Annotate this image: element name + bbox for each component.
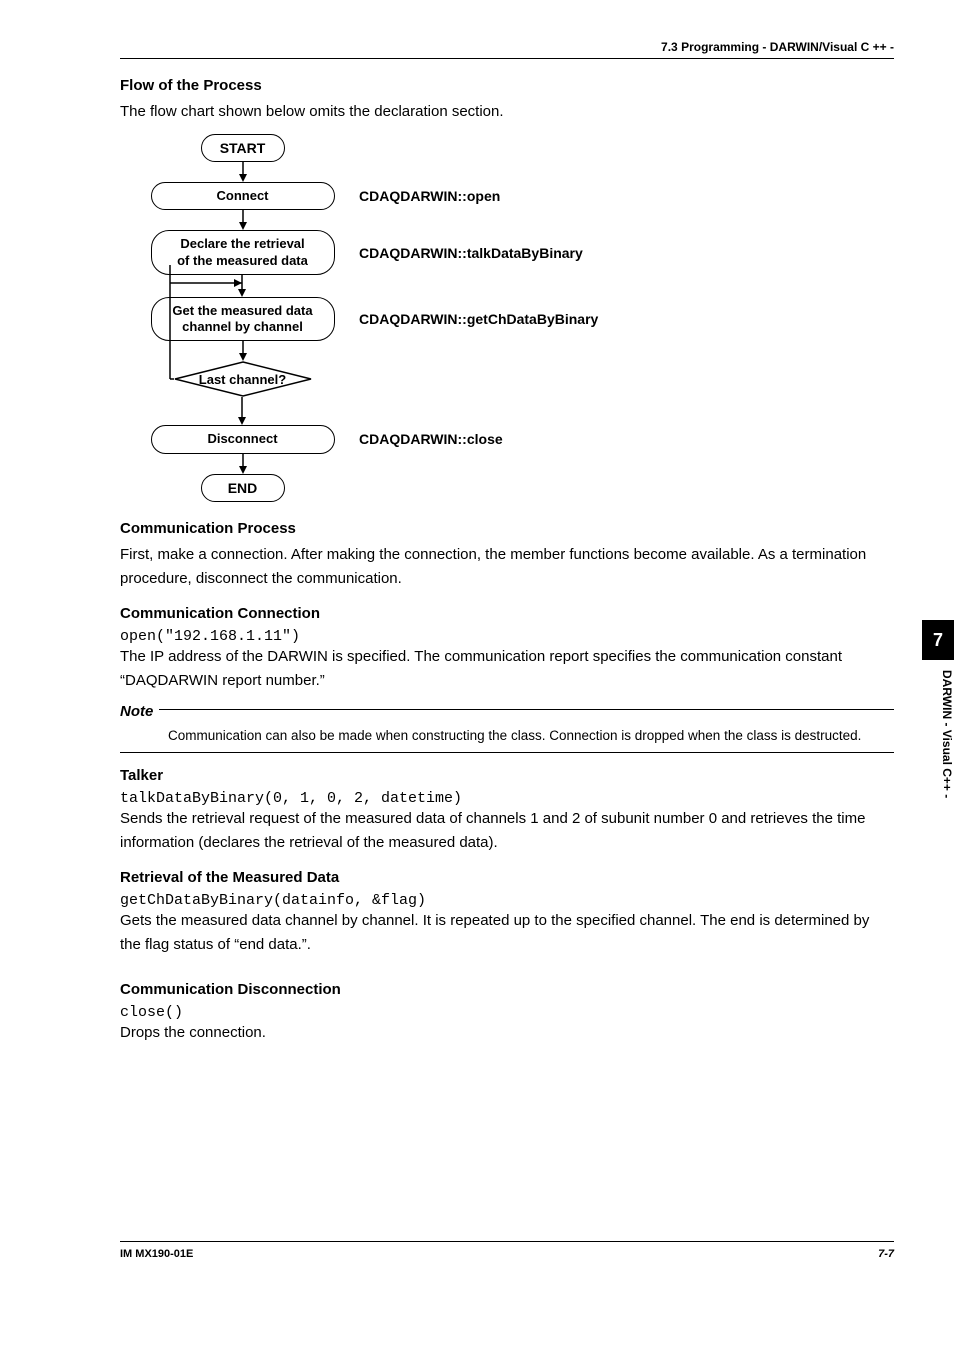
flow-step-connect: Connect <box>151 182 335 210</box>
flow-arrow <box>237 210 249 230</box>
note-rule <box>159 708 894 710</box>
comm-process-heading: Communication Process <box>120 520 894 537</box>
flowchart: START Connect CDAQDARWIN::open Declare t… <box>140 134 894 502</box>
page-footer: IM MX190-01E 7-7 <box>120 1241 894 1260</box>
note-header: Note <box>120 703 894 720</box>
disconnect-code: close() <box>120 1004 894 1021</box>
flow-loop-line <box>152 265 192 415</box>
flow-step-declare-l2: of the measured data <box>177 253 308 268</box>
chapter-number: 7 <box>922 620 954 660</box>
flow-api-get: CDAQDARWIN::getChDataByBinary <box>345 311 598 327</box>
flow-step-get-l2: channel by channel <box>182 319 303 334</box>
flow-api-talk: CDAQDARWIN::talkDataByBinary <box>345 245 583 261</box>
disconnect-heading: Communication Disconnection <box>120 981 894 998</box>
flow-api-close: CDAQDARWIN::close <box>345 431 503 447</box>
disconnect-text: Drops the connection. <box>120 1021 894 1045</box>
retrieval-heading: Retrieval of the Measured Data <box>120 869 894 886</box>
side-tab: 7 DARWIN - Visual C++ - <box>922 620 954 900</box>
flow-decision-text: Last channel? <box>173 361 313 397</box>
chapter-title: DARWIN - Visual C++ - <box>922 660 954 798</box>
flow-arrow <box>237 454 249 474</box>
flow-step-get-l1: Get the measured data <box>172 303 312 318</box>
flow-arrow <box>237 162 249 182</box>
footer-page-num: 7-7 <box>878 1248 894 1260</box>
flow-decision: Last channel? <box>173 361 313 397</box>
footer-doc-id: IM MX190-01E <box>120 1248 193 1260</box>
flow-start: START <box>201 134 285 162</box>
note-label: Note <box>120 703 159 720</box>
flow-api-open: CDAQDARWIN::open <box>345 188 500 204</box>
flow-step-declare-l1: Declare the retrieval <box>180 236 304 251</box>
note-text: Communication can also be made when cons… <box>120 720 894 753</box>
talker-code: talkDataByBinary(0, 1, 0, 2, datetime) <box>120 790 894 807</box>
flow-arrow <box>237 341 249 361</box>
flow-end: END <box>201 474 285 502</box>
comm-process-text: First, make a connection. After making t… <box>120 543 894 591</box>
page-header: 7.3 Programming - DARWIN/Visual C ++ - <box>120 40 894 59</box>
flow-intro: The flow chart shown below omits the dec… <box>120 100 894 124</box>
retrieval-code: getChDataByBinary(datainfo, &flag) <box>120 892 894 909</box>
comm-conn-code: open("192.168.1.11") <box>120 628 894 645</box>
flow-heading: Flow of the Process <box>120 77 894 94</box>
flow-step-disconnect: Disconnect <box>151 425 335 453</box>
talker-heading: Talker <box>120 767 894 784</box>
talker-text: Sends the retrieval request of the measu… <box>120 807 894 855</box>
comm-conn-text: The IP address of the DARWIN is specifie… <box>120 645 894 693</box>
retrieval-text: Gets the measured data channel by channe… <box>120 909 894 957</box>
comm-conn-heading: Communication Connection <box>120 605 894 622</box>
